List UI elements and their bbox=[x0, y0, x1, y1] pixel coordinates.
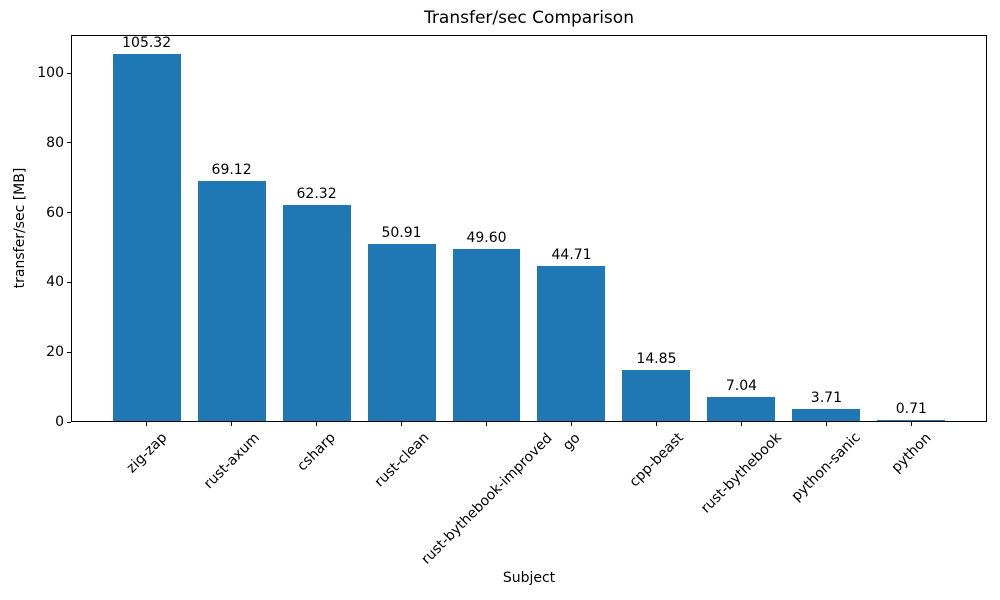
bar-rust-bythebook bbox=[707, 397, 776, 422]
x-tick-label: python-sanic bbox=[788, 429, 865, 506]
x-tick-mark bbox=[655, 422, 657, 426]
x-tick-mark bbox=[570, 422, 572, 426]
x-tick-mark bbox=[825, 422, 827, 426]
bar-value-label: 3.71 bbox=[810, 390, 842, 407]
y-tick-label: 60 bbox=[46, 204, 64, 221]
bar-value-label: 50.91 bbox=[381, 225, 422, 242]
y-tick-mark bbox=[67, 351, 71, 353]
bar-go bbox=[537, 265, 606, 422]
x-tick-mark bbox=[146, 422, 148, 426]
bar-python-sanic bbox=[792, 409, 861, 422]
y-tick-mark bbox=[67, 281, 71, 283]
bar-value-label: 7.04 bbox=[725, 378, 758, 395]
bar-value-label: 69.12 bbox=[211, 161, 252, 178]
y-tick-label: 80 bbox=[46, 134, 64, 151]
x-tick-label: rust-axum bbox=[200, 430, 263, 493]
bar-cpp-beast bbox=[622, 370, 691, 422]
x-axis-label: Subject bbox=[502, 570, 556, 586]
y-tick-label: 40 bbox=[46, 274, 64, 291]
y-tick-mark bbox=[67, 142, 71, 144]
y-tick-mark bbox=[67, 72, 71, 74]
bar-rust-axum bbox=[197, 180, 266, 422]
bar-csharp bbox=[282, 204, 351, 422]
y-tick-label: 100 bbox=[37, 65, 64, 82]
x-tick-mark bbox=[740, 422, 742, 426]
bar-value-label: 49.60 bbox=[466, 229, 507, 246]
x-tick-mark bbox=[401, 422, 403, 426]
x-tick-mark bbox=[910, 422, 912, 426]
y-tick-mark bbox=[67, 212, 71, 214]
y-tick-mark bbox=[67, 421, 71, 423]
bar-value-label: 0.71 bbox=[895, 400, 927, 417]
x-tick-label: csharp bbox=[294, 429, 339, 475]
chart-title: Transfer/sec Comparison bbox=[424, 8, 634, 28]
x-tick-label: python bbox=[888, 429, 935, 476]
x-tick-label: zig-zap bbox=[123, 429, 170, 477]
x-tick-mark bbox=[486, 422, 487, 426]
x-tick-label: rust-clean bbox=[371, 429, 433, 491]
bar-value-label: 14.85 bbox=[636, 351, 677, 368]
x-tick-label: rust-bythebook-improved bbox=[417, 429, 556, 568]
bar-python bbox=[877, 419, 946, 422]
bar-value-label: 62.32 bbox=[296, 185, 337, 202]
x-tick-label: cpp-beast bbox=[626, 429, 687, 491]
x-tick-mark bbox=[316, 422, 318, 426]
y-tick-label: 20 bbox=[46, 344, 64, 361]
bar-rust-clean bbox=[367, 244, 436, 422]
bar-value-label: 44.71 bbox=[551, 246, 592, 263]
x-tick-label: rust-bythebook bbox=[697, 430, 785, 517]
bar-rust-bythebook-improved bbox=[452, 248, 521, 422]
x-tick-label: go bbox=[559, 429, 584, 454]
x-tick-mark bbox=[231, 422, 233, 426]
bar-value-label: 105.32 bbox=[122, 35, 172, 52]
bar-zig-zap bbox=[112, 54, 181, 422]
y-tick-label: 0 bbox=[55, 414, 64, 430]
